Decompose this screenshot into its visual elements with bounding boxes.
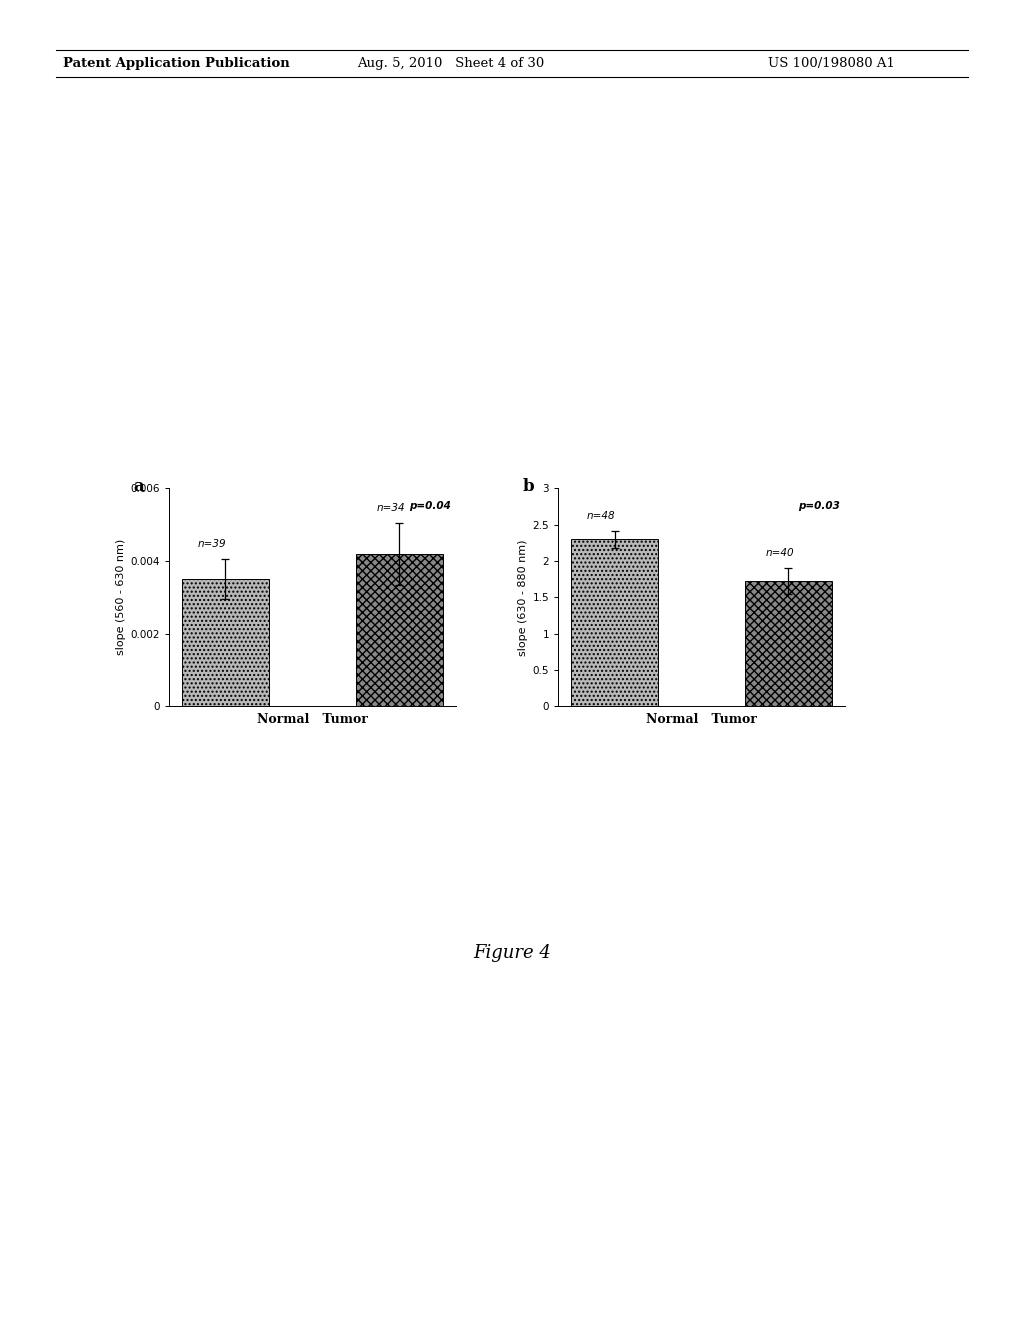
Text: n=40: n=40 (765, 548, 794, 558)
Y-axis label: slope (630 - 880 nm): slope (630 - 880 nm) (518, 539, 528, 656)
Text: n=48: n=48 (587, 511, 615, 520)
Text: Patent Application Publication: Patent Application Publication (63, 57, 290, 70)
Text: n=34: n=34 (376, 503, 404, 513)
Bar (744, 581, 831, 706)
Text: p=0.03: p=0.03 (799, 502, 841, 511)
Y-axis label: slope (560 - 630 nm): slope (560 - 630 nm) (117, 539, 126, 656)
Text: a: a (133, 478, 143, 495)
Text: p=0.04: p=0.04 (410, 502, 452, 511)
Bar (571, 539, 658, 706)
Bar (355, 554, 442, 706)
Text: b: b (522, 478, 534, 495)
Text: US 100/198080 A1: US 100/198080 A1 (768, 57, 895, 70)
Text: Figure 4: Figure 4 (473, 944, 551, 962)
Bar (182, 579, 269, 706)
Text: Normal   Tumor: Normal Tumor (646, 713, 757, 726)
Text: Aug. 5, 2010   Sheet 4 of 30: Aug. 5, 2010 Sheet 4 of 30 (357, 57, 544, 70)
Text: Normal   Tumor: Normal Tumor (257, 713, 368, 726)
Text: n=39: n=39 (198, 540, 226, 549)
